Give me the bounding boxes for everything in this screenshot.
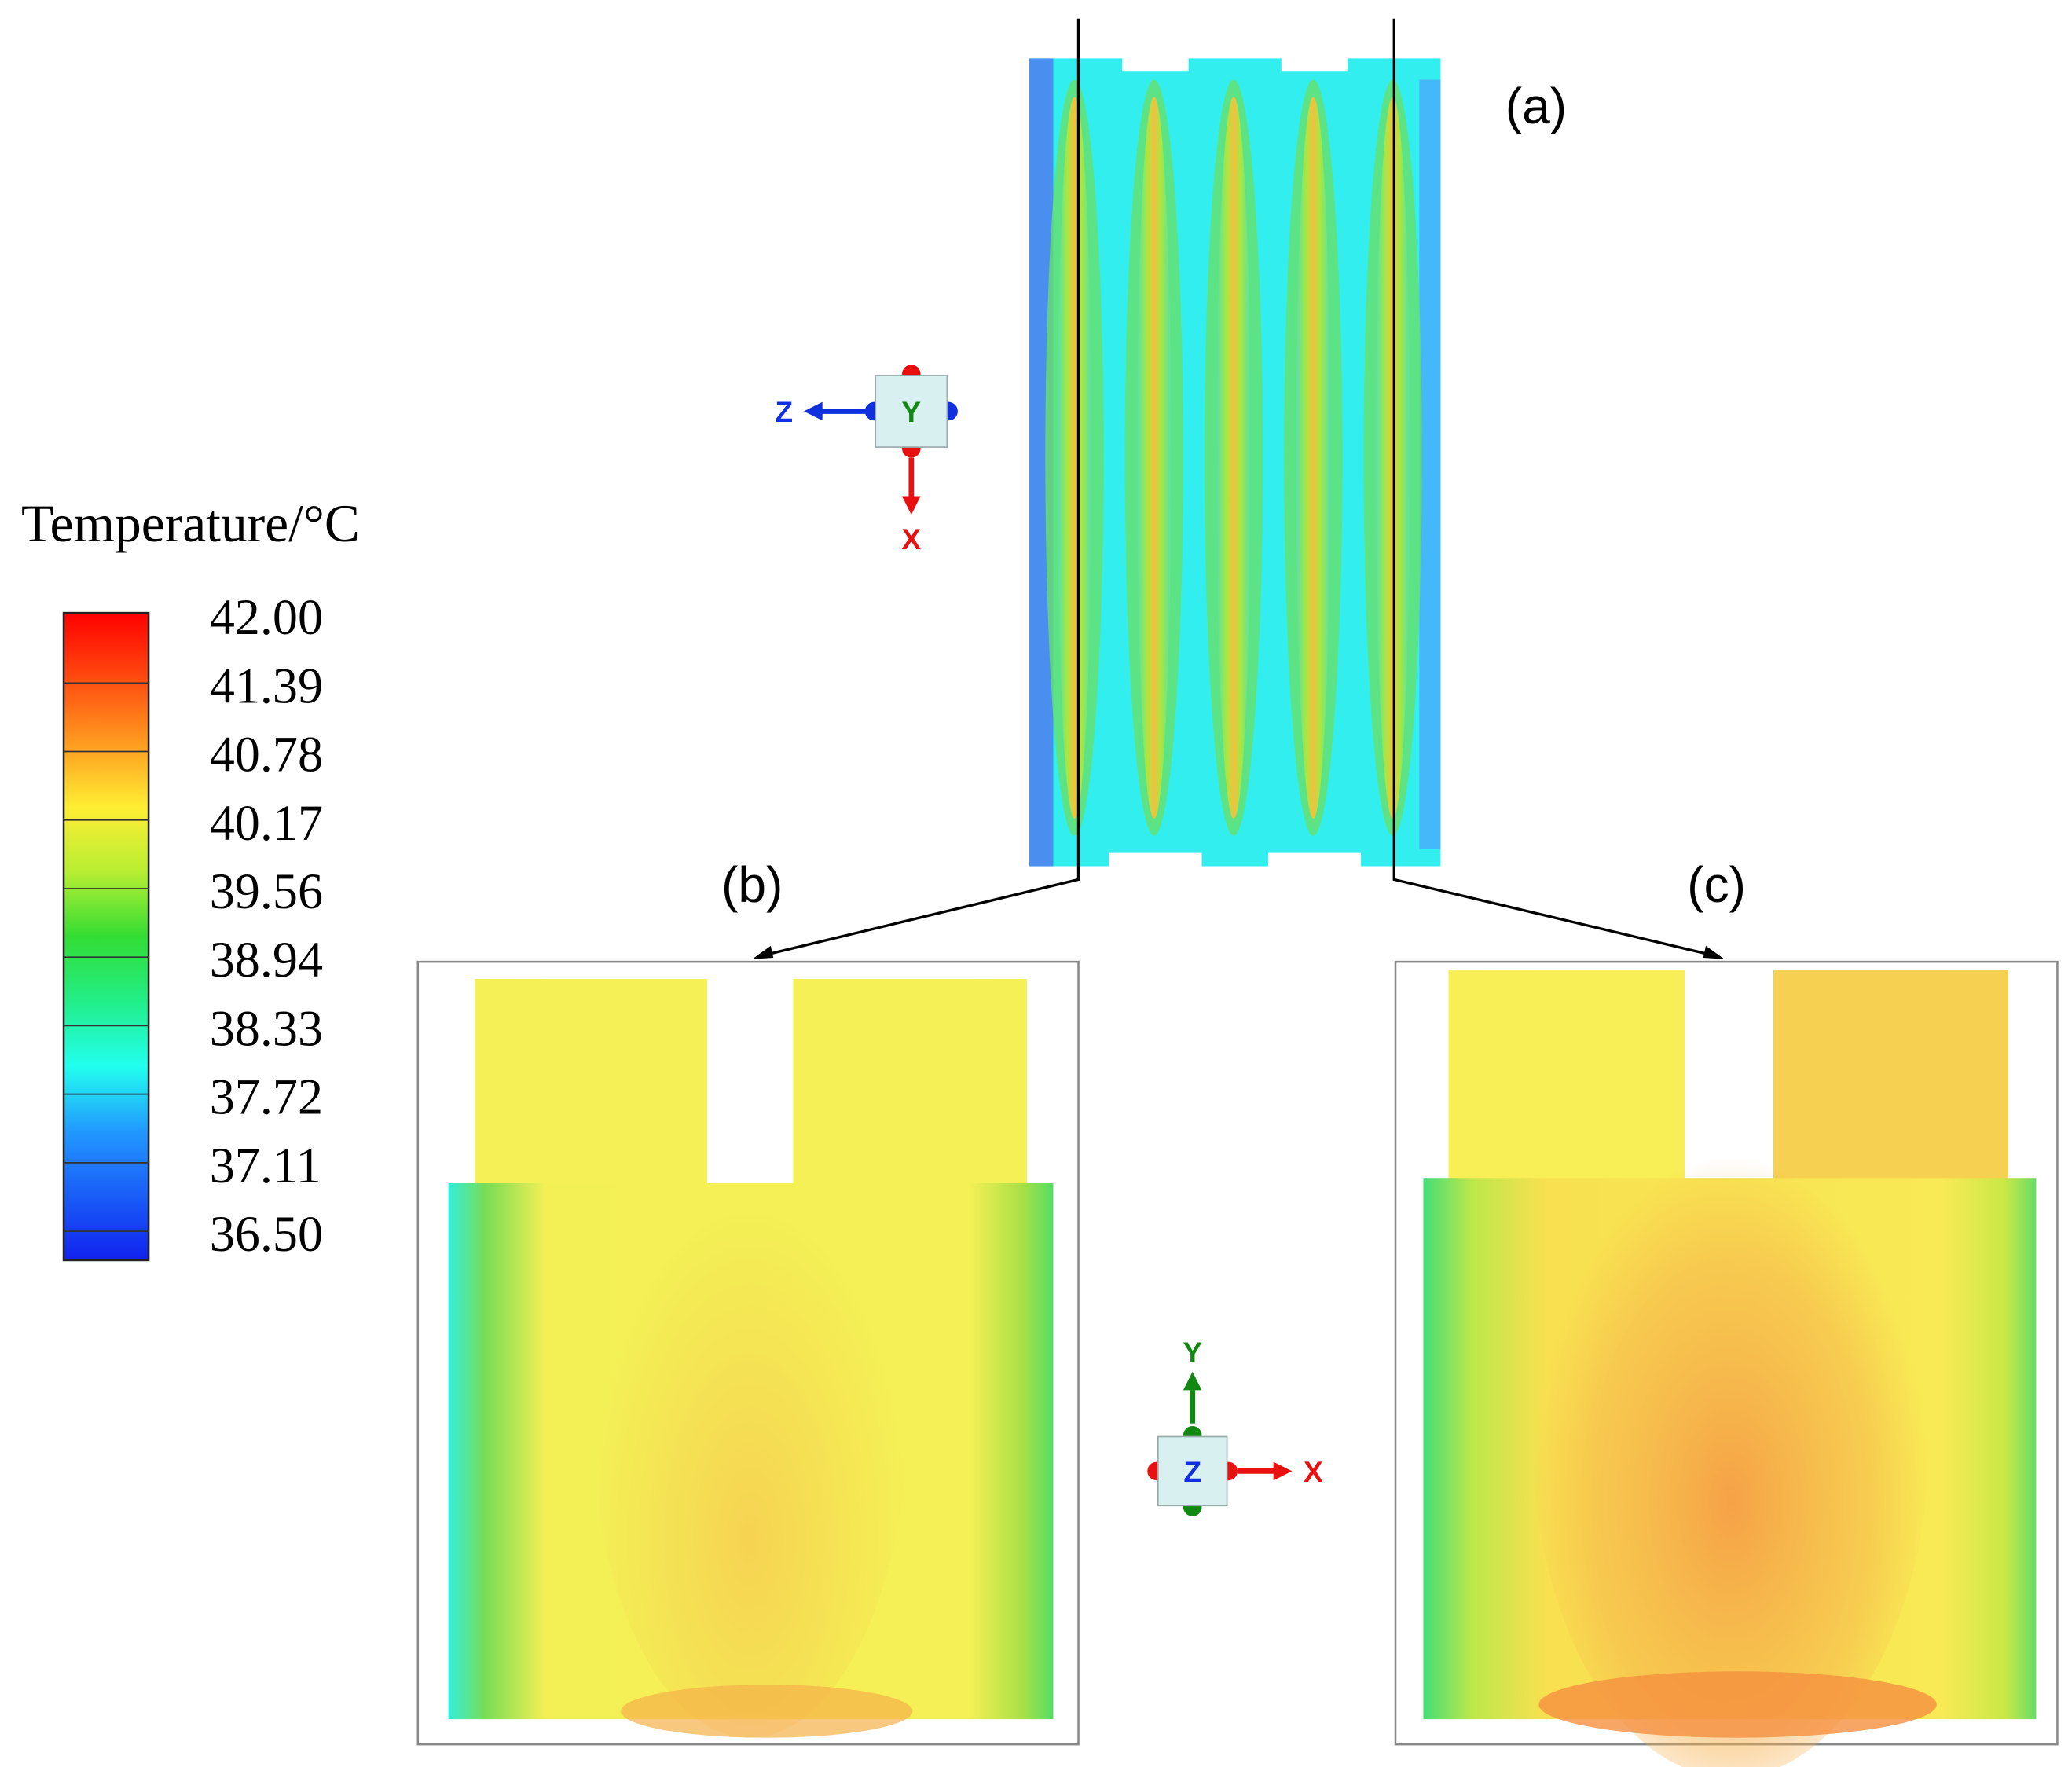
legend-label: 36.50 [210, 1206, 323, 1262]
legend-title: Temperature/°C [21, 494, 360, 553]
panel-c: (c) [1394, 856, 2059, 1767]
fin [1057, 97, 1092, 819]
legend-label: 38.94 [210, 932, 323, 988]
arrowheads [752, 945, 1725, 959]
legend-labels: 42.00 41.39 40.78 40.17 39.56 38.94 38.33 37.72… [64, 589, 323, 1262]
triad-axis: X [1304, 1455, 1323, 1488]
triad-axis: Y [1183, 1336, 1202, 1369]
hot-zone [1531, 1087, 1931, 1767]
legend-label: 41.39 [210, 658, 323, 713]
fin [1136, 97, 1172, 819]
hot-zone [1538, 1671, 1937, 1738]
axis-triad: Y Z X [775, 365, 958, 555]
connectors [758, 18, 1718, 958]
colorbar [62, 611, 150, 1262]
legend-label: 37.11 [210, 1138, 321, 1193]
triad-axis: Z [775, 395, 793, 428]
panel-b: (b) [416, 856, 1080, 1746]
triad-axis: X [901, 522, 921, 555]
fin [1296, 97, 1331, 819]
fin [1216, 97, 1251, 819]
panel-a: (a) [1029, 58, 1567, 867]
legend-label: 40.78 [210, 727, 323, 783]
panel-label: (b) [721, 856, 783, 913]
legend-label: 39.56 [210, 863, 323, 919]
triad-center: Z [1183, 1455, 1201, 1488]
panel-label: (a) [1505, 78, 1567, 134]
legend-label: 40.17 [210, 795, 323, 851]
legend-label: 38.33 [210, 1000, 323, 1056]
panel-label: (c) [1687, 856, 1746, 913]
hot-zone [590, 1074, 909, 1738]
panel-a-edge [1419, 79, 1441, 849]
triad-center: Y [901, 395, 921, 428]
hot-zone [621, 1685, 913, 1738]
legend-label: 37.72 [210, 1069, 323, 1125]
legend-label: 42.00 [210, 589, 323, 645]
axis-triad: Z X Y [1147, 1336, 1323, 1516]
